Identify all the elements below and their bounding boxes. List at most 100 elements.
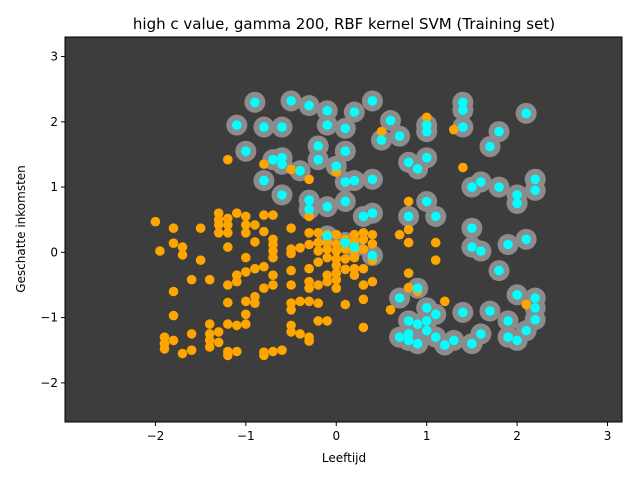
data-point <box>232 276 242 287</box>
data-point <box>295 329 305 339</box>
data-point <box>268 346 278 357</box>
data-point <box>213 220 224 230</box>
data-point <box>376 126 387 137</box>
data-point <box>241 146 251 156</box>
data-point <box>313 154 324 165</box>
data-point <box>403 335 414 346</box>
data-point <box>241 267 251 277</box>
data-point <box>340 196 351 207</box>
data-point <box>286 223 296 233</box>
data-point <box>458 97 468 108</box>
data-point <box>223 297 233 308</box>
data-point <box>168 223 179 233</box>
data-point <box>412 164 423 174</box>
data-point <box>313 257 324 267</box>
data-point <box>250 298 260 309</box>
data-point <box>250 237 260 247</box>
data-point <box>277 345 287 356</box>
data-point <box>367 229 378 240</box>
x-tick-label: 2 <box>513 429 521 443</box>
data-point <box>223 280 233 290</box>
data-point <box>322 105 333 116</box>
data-point <box>277 159 287 169</box>
data-point <box>304 195 314 205</box>
data-point <box>512 290 522 300</box>
data-point <box>421 152 432 163</box>
data-point <box>150 216 161 227</box>
x-tick-label: 3 <box>604 429 612 443</box>
data-point <box>367 250 378 261</box>
data-point <box>241 228 251 238</box>
x-axis-ticks: −2 −1 0 1 2 3 <box>147 422 612 443</box>
data-point <box>512 198 522 209</box>
data-point <box>241 309 251 320</box>
data-point <box>485 306 495 316</box>
data-point <box>440 340 450 350</box>
data-point <box>268 154 278 165</box>
data-point <box>204 342 215 352</box>
data-point <box>521 299 531 310</box>
data-point <box>268 270 278 281</box>
data-point <box>331 161 342 171</box>
data-point <box>204 274 215 285</box>
data-point <box>186 345 197 356</box>
data-point <box>449 335 459 346</box>
data-point <box>286 96 296 106</box>
data-point <box>476 329 486 339</box>
x-tick-label: 1 <box>423 429 431 443</box>
data-point <box>449 124 459 135</box>
data-point <box>421 316 432 326</box>
data-point <box>349 175 360 186</box>
data-point <box>340 299 351 310</box>
data-point <box>259 226 269 237</box>
data-point <box>241 296 251 307</box>
data-point <box>394 293 405 303</box>
data-point <box>195 255 206 265</box>
data-point <box>421 126 432 137</box>
data-point <box>195 223 206 233</box>
data-point <box>250 220 260 230</box>
data-point <box>304 283 314 294</box>
data-point <box>412 338 423 349</box>
data-point <box>521 325 531 336</box>
data-point <box>241 211 251 222</box>
data-point <box>322 120 333 130</box>
data-point <box>485 141 495 152</box>
data-point <box>367 96 378 106</box>
data-point <box>358 244 369 254</box>
data-point <box>467 338 477 349</box>
data-point <box>304 296 314 307</box>
data-point <box>358 234 369 245</box>
data-point <box>394 229 405 240</box>
data-point <box>367 276 378 287</box>
data-point <box>204 319 215 329</box>
y-tick-label: 3 <box>50 50 58 64</box>
data-point <box>241 220 251 230</box>
x-axis-label: Leeftijd <box>322 451 366 465</box>
data-point <box>322 244 333 254</box>
data-point <box>403 157 414 168</box>
data-point <box>503 239 513 250</box>
data-point <box>340 123 351 134</box>
data-points <box>150 96 540 361</box>
data-point <box>530 303 540 313</box>
data-point <box>458 162 468 173</box>
data-point <box>512 335 522 346</box>
data-point <box>349 242 360 252</box>
data-point <box>322 201 333 212</box>
data-point <box>494 265 504 276</box>
data-point <box>259 122 269 132</box>
data-point <box>259 283 269 294</box>
data-point <box>250 97 260 108</box>
data-point <box>349 270 360 281</box>
data-point <box>304 263 314 274</box>
data-point <box>521 108 531 119</box>
data-point <box>223 319 233 329</box>
data-point <box>367 174 378 185</box>
data-point <box>223 154 233 165</box>
data-point <box>467 182 477 192</box>
data-point <box>313 228 324 238</box>
data-point <box>376 135 387 145</box>
data-point <box>168 335 179 346</box>
